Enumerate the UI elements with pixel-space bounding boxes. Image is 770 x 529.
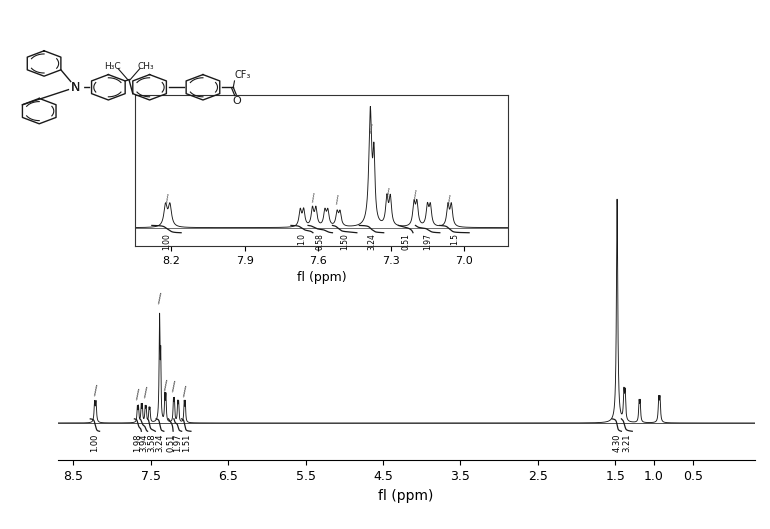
Text: /: / <box>413 190 418 200</box>
Text: CH₃: CH₃ <box>138 62 154 71</box>
Text: N: N <box>71 81 80 94</box>
Text: /: / <box>447 195 453 206</box>
Text: 0.58: 0.58 <box>316 233 325 250</box>
Text: 1.97: 1.97 <box>173 433 182 452</box>
Text: /: / <box>170 380 178 394</box>
Text: O: O <box>233 96 241 106</box>
Text: /: / <box>181 385 189 398</box>
Text: CF₃: CF₃ <box>235 70 251 80</box>
Text: /: / <box>156 291 163 305</box>
Text: 1.97: 1.97 <box>424 233 432 250</box>
Text: 1.00: 1.00 <box>162 233 171 250</box>
Text: 3.24: 3.24 <box>367 233 376 250</box>
Text: 0.51: 0.51 <box>166 433 176 452</box>
X-axis label: fl (ppm): fl (ppm) <box>296 271 346 284</box>
Text: N: N <box>71 81 80 94</box>
Text: /: / <box>386 189 391 199</box>
Text: 1.00: 1.00 <box>90 433 99 452</box>
Text: 3.58: 3.58 <box>147 433 156 452</box>
Text: 1.98: 1.98 <box>133 433 142 452</box>
Text: 4.30: 4.30 <box>612 433 621 452</box>
Text: /: / <box>165 195 171 205</box>
Text: 1.50: 1.50 <box>340 233 349 250</box>
X-axis label: fl (ppm): fl (ppm) <box>379 488 434 503</box>
Text: /: / <box>92 384 99 398</box>
Text: 3.24: 3.24 <box>156 433 165 452</box>
Text: /: / <box>310 193 316 204</box>
Text: /: / <box>334 196 340 206</box>
Text: /: / <box>162 378 169 392</box>
Text: /: / <box>142 386 149 400</box>
Text: 1.51: 1.51 <box>182 433 191 452</box>
Text: /: / <box>134 388 142 402</box>
Text: /: / <box>369 124 374 135</box>
Text: 1.5: 1.5 <box>450 233 459 245</box>
Text: H₃C: H₃C <box>104 62 120 71</box>
Text: 3.21: 3.21 <box>622 433 631 452</box>
Text: 3.94: 3.94 <box>139 433 148 452</box>
Text: 0.51: 0.51 <box>401 233 410 250</box>
Text: 1.0: 1.0 <box>297 233 306 245</box>
